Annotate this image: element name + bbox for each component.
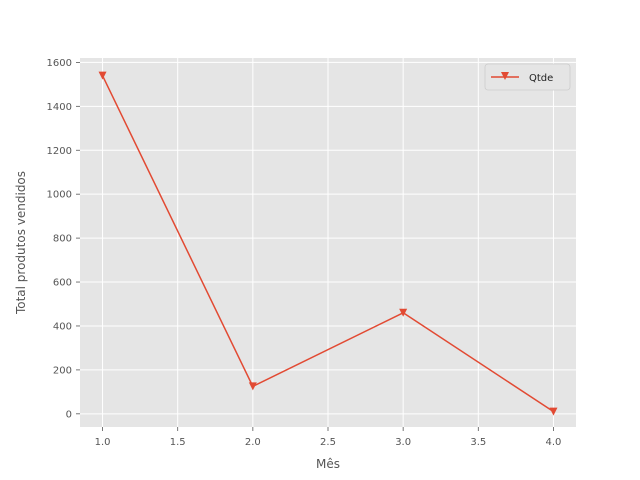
y-tick-label: 1600 bbox=[47, 58, 72, 69]
x-tick-label: 1.0 bbox=[95, 437, 111, 448]
series-layer bbox=[98, 71, 558, 416]
y-tick-label: 1000 bbox=[47, 190, 72, 201]
grid-lines bbox=[80, 58, 576, 427]
legend-box bbox=[484, 63, 571, 91]
data-point-marker bbox=[549, 407, 558, 416]
x-tick-label: 1.5 bbox=[170, 437, 186, 448]
y-tick-label: 0 bbox=[66, 409, 72, 420]
legend: Qtde bbox=[484, 63, 571, 91]
x-tick-label: 3.5 bbox=[470, 437, 486, 448]
x-axis-ticks: 1.0 1.5 2.0 2.5 3.0 3.5 4.0 bbox=[95, 427, 562, 448]
data-point-marker bbox=[399, 308, 408, 317]
x-tick-label: 2.0 bbox=[245, 437, 261, 448]
y-tick-label: 200 bbox=[53, 365, 72, 376]
y-tick-label: 1200 bbox=[47, 146, 72, 157]
y-tick-label: 600 bbox=[53, 278, 72, 289]
y-tick-label: 800 bbox=[53, 234, 72, 245]
x-tick-label: 3.0 bbox=[395, 437, 411, 448]
series-line bbox=[101, 75, 554, 413]
y-tick-label: 400 bbox=[53, 321, 72, 332]
data-point-marker bbox=[248, 382, 257, 391]
data-point-marker bbox=[98, 71, 107, 80]
legend-marker-swatch bbox=[501, 72, 509, 80]
x-axis-label: Mês bbox=[316, 457, 340, 471]
y-axis-ticks: 0 200 400 600 800 1000 1200 1400 1600 bbox=[47, 58, 80, 420]
x-tick-label: 2.5 bbox=[320, 437, 336, 448]
legend-label: Qtde bbox=[529, 73, 553, 84]
y-axis-label: Total produtos vendidos bbox=[14, 171, 28, 315]
x-tick-label: 4.0 bbox=[546, 437, 562, 448]
y-tick-label: 1400 bbox=[47, 102, 72, 113]
